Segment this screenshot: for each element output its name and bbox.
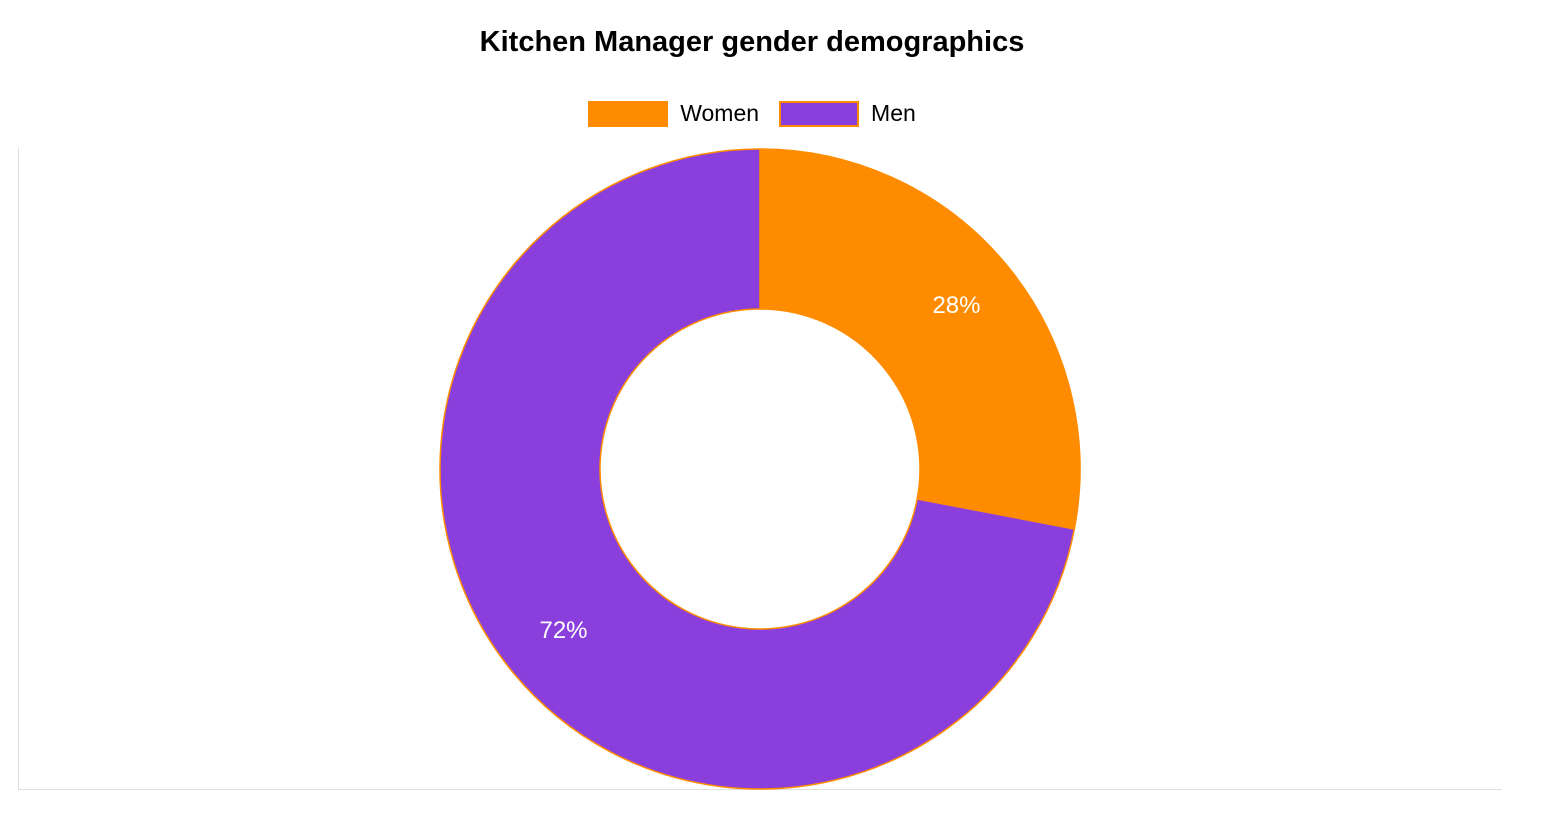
legend-item-men[interactable]: Men [779, 100, 916, 127]
slice-label-women: 28% [932, 292, 980, 319]
slice-men[interactable] [439, 148, 1076, 790]
plot-frame-left [18, 147, 19, 790]
legend-label-women: Women [680, 100, 760, 126]
slice-women[interactable] [759, 148, 1081, 530]
legend-item-women[interactable]: Women [588, 100, 759, 127]
chart-title: Kitchen Manager gender demographics [479, 26, 1025, 58]
legend-swatch-men [779, 100, 860, 127]
slice-label-men: 72% [539, 617, 587, 644]
legend-swatch-women [588, 100, 669, 127]
legend-label-men: Men [871, 100, 916, 126]
legend: Women Men [0, 100, 1504, 127]
